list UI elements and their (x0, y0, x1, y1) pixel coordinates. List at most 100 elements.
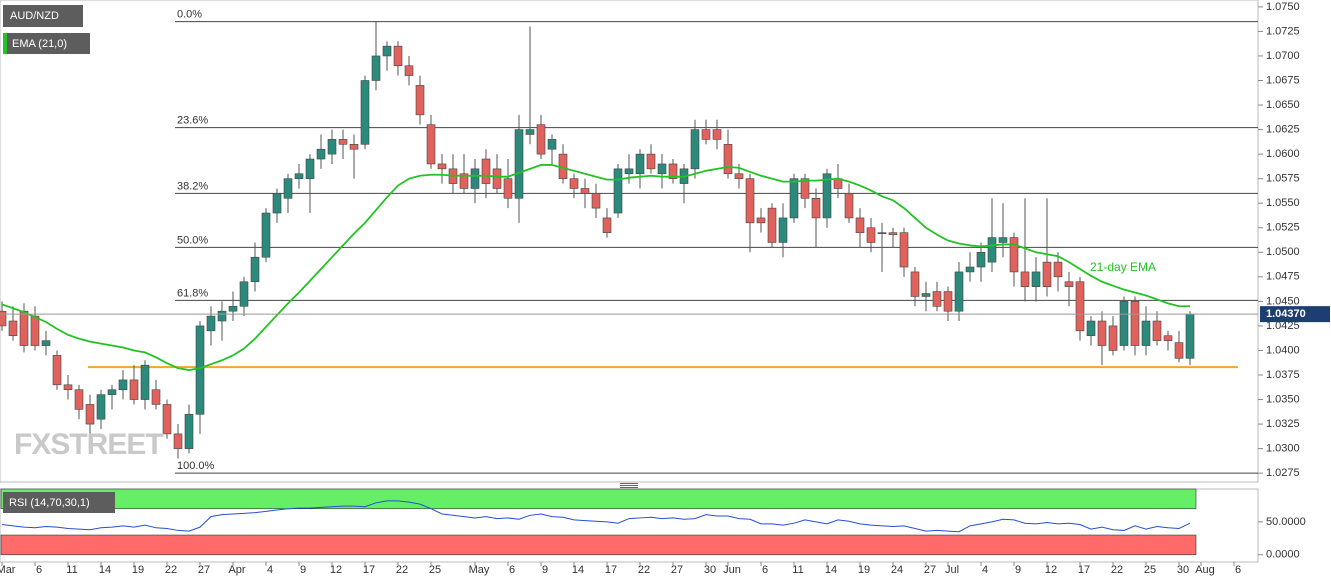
x-tick-label: 30 (704, 564, 716, 576)
candle-body (184, 413, 194, 449)
candle-body (96, 394, 106, 420)
x-tick-label: 22 (396, 564, 408, 576)
candle-body (1152, 320, 1162, 341)
x-tick-label: 14 (99, 564, 111, 576)
candle-body (1042, 261, 1052, 287)
candle-body (635, 153, 645, 175)
candle-body (283, 178, 293, 199)
y-tick-label: 1.0600 (1266, 148, 1300, 160)
candle-body (778, 217, 788, 243)
y-tick-label: 1.0350 (1266, 393, 1300, 405)
fib-label: 61.8% (177, 287, 208, 299)
candle-body (1130, 301, 1140, 346)
candle-body (1031, 271, 1041, 287)
candle-body (910, 271, 920, 297)
candle-body (261, 212, 271, 258)
candle-body (1020, 271, 1030, 287)
candle-body (162, 404, 172, 435)
y-tick-label: 1.0375 (1266, 369, 1300, 381)
y-tick-label: 1.0700 (1266, 50, 1300, 62)
y-tick-label: 50.0000 (1266, 516, 1306, 528)
candle-body (1119, 301, 1129, 346)
candle-body (800, 178, 810, 199)
candle-body (217, 310, 227, 322)
watermark: FXSTREET (14, 428, 163, 461)
candle-body (30, 315, 40, 346)
y-tick-label: 1.0500 (1266, 246, 1300, 258)
candle-body (382, 45, 392, 57)
candle-body (712, 129, 722, 140)
x-tick-label: 25 (429, 564, 441, 576)
candle-body (250, 256, 260, 283)
fib-label: 23.6% (177, 115, 208, 127)
candle-body (547, 139, 557, 150)
candle-body (987, 237, 997, 263)
candle-body (305, 158, 315, 179)
candle-body (646, 153, 656, 170)
candle-body (371, 55, 381, 81)
candle-body (1108, 325, 1118, 351)
ema-line (1, 164, 1190, 372)
candle-body (492, 168, 502, 189)
candle-body (1086, 320, 1096, 337)
candle-body (580, 188, 590, 194)
fib-label: 38.2% (177, 180, 208, 192)
candle-body (437, 163, 447, 170)
candle-body (1064, 281, 1074, 287)
candle-body (789, 178, 799, 219)
y-tick-label: 0.0000 (1266, 549, 1300, 561)
candle-body (151, 389, 161, 405)
x-tick-label: 11 (66, 564, 77, 576)
candle-body (0, 310, 7, 327)
candle-body (239, 281, 249, 307)
candle-body (877, 232, 887, 234)
candle-body (1009, 237, 1019, 273)
candle-body (1053, 261, 1063, 278)
x-tick-label: 4 (267, 564, 273, 576)
candle-body (503, 178, 513, 199)
candle-body (613, 168, 623, 214)
candle-body (866, 227, 876, 243)
y-tick-label: 1.0475 (1266, 271, 1300, 283)
x-tick-label: 9 (542, 564, 548, 576)
x-tick-label: 11 (792, 564, 803, 576)
candle-body (921, 293, 931, 297)
rsi-band (0, 534, 1197, 556)
candle-body (393, 45, 403, 67)
fib-label: 50.0% (177, 234, 208, 246)
candle-body (976, 251, 986, 268)
x-tick-label: 27 (671, 564, 683, 576)
y-tick-label: 1.0550 (1266, 197, 1300, 209)
candle-body (195, 325, 205, 415)
candle-body (723, 144, 733, 175)
y-tick-label: 1.0325 (1266, 418, 1300, 430)
x-tick-label: 9 (1015, 564, 1021, 576)
x-tick-label: 22 (638, 564, 650, 576)
candle-body (1075, 281, 1085, 332)
last-price-label: 1.04370 (1266, 308, 1306, 320)
x-tick-label: 4 (982, 564, 988, 576)
candle-body (569, 178, 579, 189)
candle-body (338, 139, 348, 145)
candle-body (690, 129, 700, 170)
candle-body (1185, 313, 1195, 359)
candle-body (943, 291, 953, 312)
candle-body (63, 384, 73, 391)
y-tick-label: 1.0425 (1266, 320, 1300, 332)
x-tick-label: 14 (572, 564, 584, 576)
rsi-box (3, 492, 115, 513)
panel-splitter (620, 483, 638, 488)
candle-body (767, 207, 777, 243)
x-tick-label: Jul (945, 564, 959, 576)
candle-body (811, 197, 821, 219)
candle-body (734, 173, 744, 179)
fib-label: 100.0% (177, 460, 215, 472)
x-tick-label: 17 (1078, 564, 1090, 576)
candle-body (514, 129, 524, 199)
candle-body (19, 310, 29, 346)
candle-body (360, 80, 370, 145)
candle-body (8, 320, 18, 337)
candle-body (74, 389, 84, 410)
x-tick-label: 6 (762, 564, 768, 576)
